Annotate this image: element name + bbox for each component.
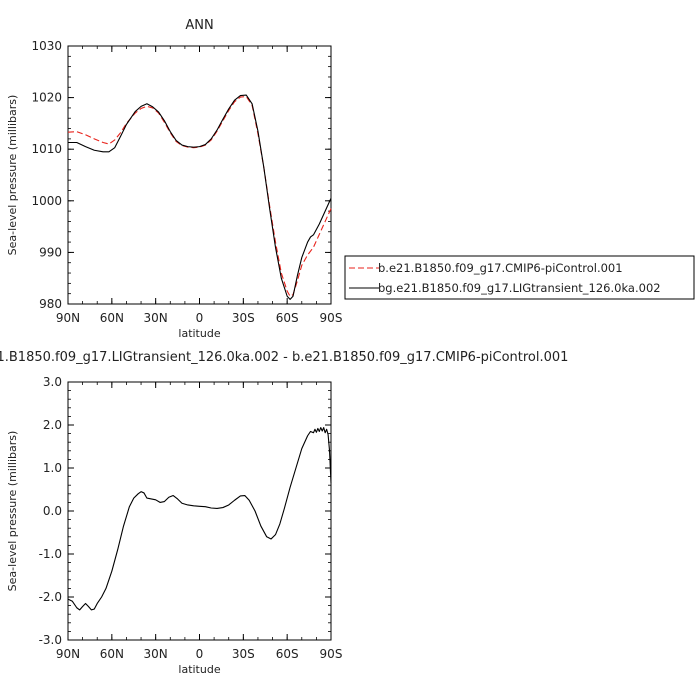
x-axis-title: latitude <box>178 663 220 676</box>
x-tick-label: 30S <box>232 311 255 325</box>
y-tick-label: 980 <box>39 297 62 311</box>
y-axis-title: Sea-level pressure (millibars) <box>6 95 19 256</box>
x-axis-title: latitude <box>178 327 220 340</box>
series-line-1 <box>67 427 332 611</box>
x-tick-label: 90S <box>320 311 343 325</box>
x-tick-label: 60N <box>100 311 124 325</box>
x-tick-label: 60N <box>100 647 124 661</box>
y-tick-label: 990 <box>39 245 62 259</box>
legend-label-2: bg.e21.B1850.f09_g17.LIGtransient_126.0k… <box>378 281 661 295</box>
x-tick-label: 90N <box>56 647 80 661</box>
chart-panel-2: bg.e21.B1850.f09_g17.LIGtransient_126.0k… <box>0 350 568 676</box>
x-tick-label: 90N <box>56 311 80 325</box>
legend-box <box>344 255 695 300</box>
x-tick-label: 60S <box>276 311 299 325</box>
x-tick-label: 30N <box>144 647 168 661</box>
y-tick-label: -1.0 <box>39 547 62 561</box>
y-tick-label: 1020 <box>31 91 62 105</box>
plot-frame <box>67 45 332 305</box>
x-tick-label: 0 <box>196 647 204 661</box>
legend: b.e21.B1850.f09_g17.CMIP6-piControl.001b… <box>344 255 695 300</box>
series-line-2 <box>68 94 332 300</box>
y-tick-label: 1010 <box>31 142 62 156</box>
y-tick-label: -3.0 <box>39 633 62 647</box>
y-tick-label: 1000 <box>31 194 62 208</box>
x-tick-label: 60S <box>276 647 299 661</box>
series-line-1 <box>67 96 332 297</box>
x-tick-label: 30S <box>232 647 255 661</box>
y-tick-label: 1.0 <box>43 461 62 475</box>
y-tick-label: 2.0 <box>43 418 62 432</box>
legend-label-1: b.e21.B1850.f09_g17.CMIP6-piControl.001 <box>378 261 623 275</box>
chart-title: bg.e21.B1850.f09_g17.LIGtransient_126.0k… <box>0 350 568 365</box>
y-axis-title: Sea-level pressure (millibars) <box>6 431 19 592</box>
y-tick-label: -2.0 <box>39 590 62 604</box>
x-tick-label: 30N <box>144 311 168 325</box>
chart-panel-1: ANN 980 990 1000 1010 1020 1030 90N 60N 30N 0 30S 60… <box>6 18 695 340</box>
y-tick-label: 3.0 <box>43 375 62 389</box>
y-tick-label: 1030 <box>31 39 62 53</box>
x-tick-label: 90S <box>320 647 343 661</box>
plot-frame <box>67 381 332 641</box>
chart-title: ANN <box>185 18 213 33</box>
y-tick-label: 0.0 <box>43 504 62 518</box>
x-tick-label: 0 <box>196 311 204 325</box>
